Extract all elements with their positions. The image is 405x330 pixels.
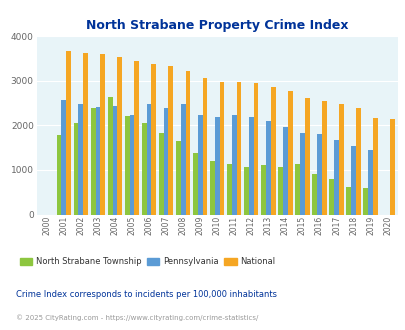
Bar: [345, 187, 350, 214]
Bar: [355, 108, 360, 214]
Bar: [389, 119, 394, 214]
Bar: [219, 82, 224, 214]
Bar: [236, 82, 241, 214]
Bar: [265, 121, 270, 214]
Bar: [107, 97, 112, 214]
Bar: [197, 115, 202, 214]
Bar: [260, 165, 265, 214]
Bar: [129, 115, 134, 214]
Text: © 2025 CityRating.com - https://www.cityrating.com/crime-statistics/: © 2025 CityRating.com - https://www.city…: [16, 314, 258, 321]
Bar: [299, 133, 304, 214]
Bar: [367, 150, 372, 214]
Bar: [209, 161, 214, 214]
Bar: [141, 123, 146, 214]
Bar: [175, 141, 180, 214]
Bar: [66, 51, 71, 214]
Bar: [350, 146, 355, 214]
Text: Crime Index corresponds to incidents per 100,000 inhabitants: Crime Index corresponds to incidents per…: [16, 290, 277, 299]
Bar: [185, 71, 190, 215]
Legend: North Strabane Township, Pennsylvania, National: North Strabane Township, Pennsylvania, N…: [16, 254, 278, 270]
Bar: [100, 54, 105, 214]
Title: North Strabane Property Crime Index: North Strabane Property Crime Index: [86, 19, 347, 32]
Bar: [270, 87, 275, 214]
Bar: [74, 123, 78, 214]
Bar: [168, 66, 173, 214]
Bar: [192, 153, 197, 214]
Bar: [180, 104, 185, 214]
Bar: [282, 127, 287, 214]
Bar: [294, 164, 299, 214]
Bar: [57, 135, 61, 214]
Bar: [287, 91, 292, 214]
Bar: [362, 188, 367, 214]
Bar: [151, 64, 156, 214]
Bar: [304, 98, 309, 214]
Bar: [163, 108, 168, 214]
Bar: [311, 174, 316, 214]
Bar: [112, 106, 117, 214]
Bar: [277, 167, 282, 214]
Bar: [321, 101, 326, 214]
Bar: [90, 109, 95, 214]
Bar: [78, 104, 83, 214]
Bar: [226, 164, 231, 214]
Bar: [61, 100, 66, 214]
Bar: [333, 140, 338, 214]
Bar: [202, 78, 207, 214]
Bar: [231, 115, 236, 214]
Bar: [95, 107, 100, 214]
Bar: [243, 167, 248, 214]
Bar: [248, 117, 253, 214]
Bar: [134, 61, 139, 214]
Bar: [338, 104, 343, 214]
Bar: [124, 116, 129, 214]
Bar: [117, 57, 122, 215]
Bar: [146, 104, 151, 214]
Bar: [253, 83, 258, 214]
Bar: [83, 53, 88, 214]
Bar: [158, 133, 163, 214]
Bar: [316, 134, 321, 214]
Bar: [328, 179, 333, 215]
Bar: [372, 118, 377, 214]
Bar: [214, 117, 219, 214]
